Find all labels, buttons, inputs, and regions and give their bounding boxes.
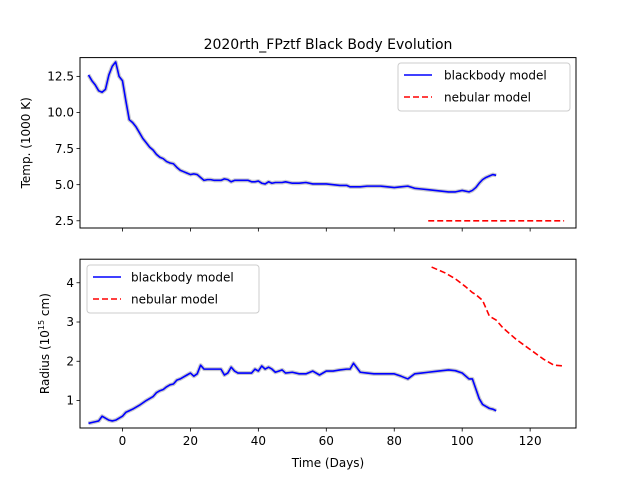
x-tick-label: 0 [119,434,127,448]
temperature-blackbody-model-line [87,61,497,193]
radius-y-axis-label-unit: cm) [38,293,52,320]
radius-legend: blackbody model nebular model [86,264,260,314]
x-tick-label: 60 [319,434,334,448]
radius-legend-label-nebular: nebular model [131,293,218,307]
x-tick-label: 20 [183,434,198,448]
radius-y-tick-label: 3 [66,315,74,329]
radius-y-tick-label: 1 [66,394,74,408]
radius-nebular-model-line [431,266,565,367]
temperature-y-axis-label: Temp. (1000 K) [19,97,33,189]
temperature-y-tick-label: 2.5 [55,214,74,228]
radius-panel: 0 20 40 60 80 100 120 1 2 3 4 Radius (1015 cm) Tim… [37,258,577,470]
radius-y-axis-label: Radius (1015 cm) [37,293,52,394]
temperature-legend-box [397,62,571,112]
chart-title: 2020rth_FPztf Black Body Evolution [204,37,453,53]
temperature-y-tick-label: 10.0 [47,106,74,120]
temperature-legend-label-blackbody: blackbody model [444,69,547,83]
temperature-panel: 2.5 5.0 7.5 10.0 12.5 Temp. (1000 K) blackbo… [19,57,577,232]
temperature-legend-label-nebular: nebular model [444,91,531,105]
temperature-plot-frame [79,57,577,229]
radius-y-axis-label-main: Radius (10 [38,330,52,394]
x-tick-label: 40 [251,434,266,448]
radius-y-axis-label-exponent: 15 [37,320,46,330]
temperature-y-tick-label: 7.5 [55,142,74,156]
radius-y-tick-label: 4 [66,276,74,290]
radius-legend-box [86,264,260,314]
x-tick-label: 100 [451,434,474,448]
radius-y-tick-label: 2 [66,354,74,368]
radius-legend-label-blackbody: blackbody model [131,271,234,285]
x-axis-label: Time (Days) [291,456,365,470]
temperature-y-tick-label: 5.0 [55,178,74,192]
x-tick-label: 80 [387,434,402,448]
radius-plot-frame [79,258,577,429]
radius-blackbody-model-line [88,362,497,425]
temperature-y-tick-label: 12.5 [47,70,74,84]
x-tick-label: 120 [519,434,542,448]
temperature-legend: blackbody model nebular model [397,62,571,112]
